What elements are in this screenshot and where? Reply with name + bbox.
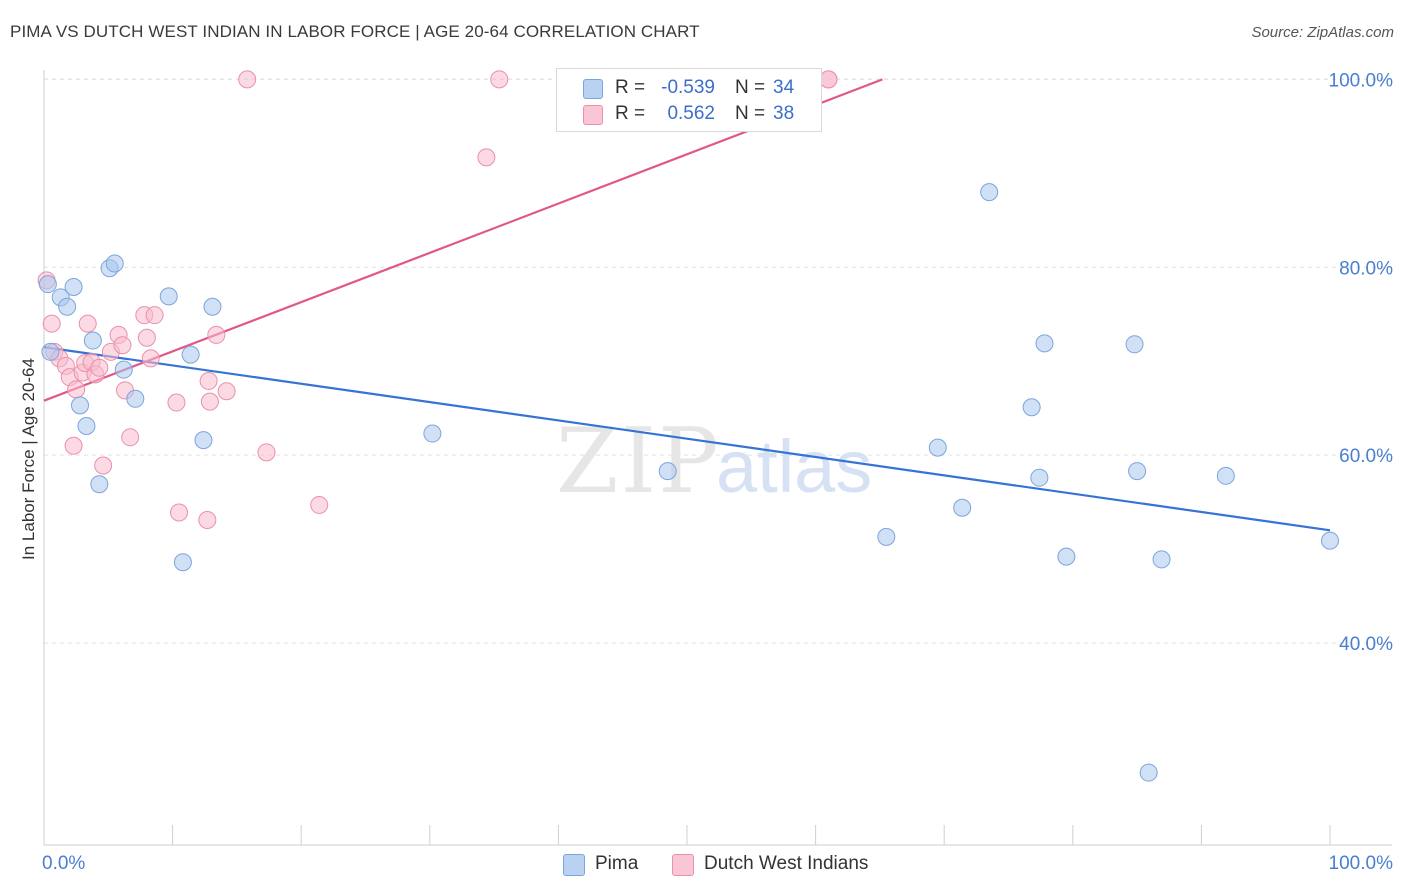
point-pima [41, 342, 60, 361]
point-pima [194, 431, 213, 450]
legend-r-label: R = [615, 77, 646, 98]
legend-n-value: 34 [773, 77, 795, 98]
point-dutch-west-indians [200, 392, 219, 411]
point-pima [90, 475, 109, 494]
point-dutch-west-indians [170, 503, 189, 522]
x-tick-label: 100.0% [1329, 853, 1394, 874]
point-pima [1216, 466, 1235, 485]
source-label: Source: ZipAtlas.com [1251, 24, 1394, 41]
point-pima [83, 331, 102, 350]
bottom-legend-swatch-dutch-west-indians [672, 854, 694, 876]
y-tick-label: 100.0% [1329, 70, 1394, 91]
bottom-legend-label-dutch-west-indians: Dutch West Indians [704, 853, 869, 874]
point-pima [114, 360, 133, 379]
point-dutch-west-indians [67, 380, 86, 399]
point-pima [1125, 335, 1144, 354]
watermark-zip: ZIP [556, 409, 721, 514]
chart-title: PIMA VS DUTCH WEST INDIAN IN LABOR FORCE… [10, 22, 700, 41]
point-dutch-west-indians [90, 358, 109, 377]
point-pima [159, 287, 178, 306]
trend-line-pima [43, 346, 1331, 532]
point-dutch-west-indians [477, 148, 496, 167]
y-tick-label: 40.0% [1339, 634, 1393, 655]
point-dutch-west-indians [207, 325, 226, 344]
point-pima [1035, 334, 1054, 353]
legend-row-pima: R = -0.539 N = 34 [557, 74, 821, 102]
point-dutch-west-indians [198, 510, 217, 529]
point-pima [105, 254, 124, 273]
point-dutch-west-indians [141, 349, 160, 368]
point-dutch-west-indians [238, 70, 257, 89]
legend-n-label: N = [735, 77, 766, 98]
point-dutch-west-indians [145, 306, 164, 325]
y-axis-label: In Labor Force | Age 20-64 [19, 358, 38, 560]
legend-r-value: -0.539 [661, 77, 715, 98]
legend-row-dutch-west-indians: R = 0.562 N = 38 [557, 100, 821, 128]
point-pima [71, 396, 90, 415]
point-pima [423, 424, 442, 443]
point-dutch-west-indians [137, 328, 156, 347]
point-dutch-west-indians [217, 382, 236, 401]
point-pima [203, 297, 222, 316]
point-dutch-west-indians [78, 314, 97, 333]
point-dutch-west-indians [199, 371, 218, 390]
axes [43, 70, 1392, 846]
point-pima [980, 183, 999, 202]
point-pima [64, 278, 83, 296]
point-pima [953, 498, 972, 517]
legend-r-value: 0.562 [667, 103, 715, 124]
point-pima [1022, 398, 1041, 417]
legend-n-value: 38 [773, 103, 795, 124]
legend-swatch-pima [583, 79, 603, 99]
point-dutch-west-indians [121, 428, 140, 447]
trend-lines [43, 78, 1331, 532]
trend-line-dutch-west-indians [43, 78, 883, 402]
point-pima [38, 275, 57, 294]
point-dutch-west-indians [113, 336, 132, 355]
point-pima [1321, 531, 1339, 550]
y-tick-label: 80.0% [1339, 258, 1393, 279]
point-dutch-west-indians [94, 456, 113, 475]
legend-n-label: N = [735, 103, 766, 124]
point-pima [173, 553, 192, 572]
point-pima [1030, 468, 1049, 487]
point-dutch-west-indians [257, 443, 276, 462]
x-tick-label: 0.0% [42, 853, 85, 874]
bottom-legend-swatch-pima [563, 854, 585, 876]
point-dutch-west-indians [42, 314, 61, 333]
point-dutch-west-indians [490, 70, 509, 89]
point-dutch-west-indians [310, 495, 329, 514]
data-points [37, 70, 1339, 782]
point-dutch-west-indians [64, 436, 83, 455]
point-pima [1128, 462, 1147, 481]
watermark-atlas: atlas [716, 425, 872, 508]
correlation-legend: R = -0.539 N = 34 R = 0.562 N = 38 [556, 68, 822, 132]
point-pima [1057, 547, 1076, 566]
point-pima [181, 345, 200, 364]
point-pima [928, 438, 947, 457]
grid-lines [44, 78, 1392, 644]
bottom-legend-label-pima: Pima [595, 853, 639, 874]
legend-swatch-dutch-west-indians [583, 105, 603, 125]
point-dutch-west-indians [819, 70, 838, 89]
point-pima [1139, 763, 1158, 782]
point-dutch-west-indians [167, 393, 186, 412]
tick-labels: 40.0% 60.0% 80.0% 100.0% 0.0% 100.0% [42, 70, 1393, 874]
y-tick-label: 60.0% [1339, 446, 1393, 467]
point-pima [1152, 550, 1171, 569]
watermark: ZIP atlas [556, 409, 872, 514]
legend-r-label: R = [615, 103, 646, 124]
point-pima [877, 527, 896, 546]
point-pima [58, 297, 77, 316]
point-pima [126, 389, 145, 408]
point-pima [77, 417, 96, 436]
point-pima [658, 462, 677, 481]
